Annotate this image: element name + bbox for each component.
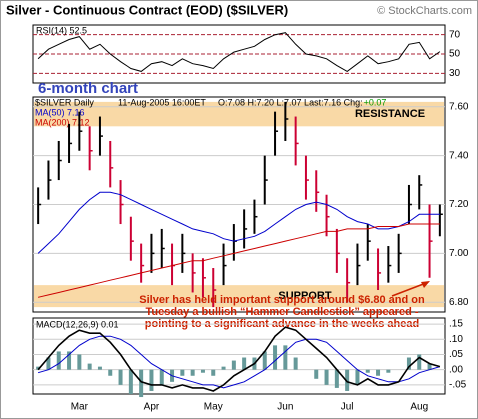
annotation-arrow [391,282,427,297]
moving-average [37,191,440,254]
histogram-bar [36,366,41,370]
histogram-bar [77,354,82,370]
macd-line [37,326,441,392]
chart-title: Silver - Continuous Contract (EOD) ($SIL… [6,2,288,17]
macd-label: MACD(12,26,9) 0.01 [36,319,119,329]
y-tick-label: 7.00 [449,248,469,259]
histogram-bar [417,354,422,370]
histogram-bar [108,369,113,376]
histogram-bar [293,357,298,370]
y-tick-label: -.05 [449,380,467,391]
y-tick-label: .10 [449,334,463,345]
histogram-bar [314,369,319,379]
histogram-bar [180,369,185,376]
rsi-label: RSI(14) 52.5 [36,25,87,35]
histogram-bar [211,369,216,376]
y-tick-label: 6.80 [449,297,469,308]
histogram-bar [406,357,411,370]
x-tick-label: Aug [410,402,428,413]
y-tick-label: 7.60 [449,101,469,112]
rsi-line [37,32,441,72]
histogram-bar [159,369,164,385]
y-tick-label: .05 [449,349,463,360]
histogram-bar [262,351,267,370]
histogram-bar [334,369,339,388]
histogram-bar [149,369,154,391]
subtitle: 6-month chart [38,80,138,97]
histogram-bar [283,345,288,370]
histogram-bar [118,369,123,385]
quote: O:7.08 H:7.20 L:7.07 Last:7.16 Chg: [218,97,363,107]
legend-entry: MA(50) 7.16 [35,107,85,117]
date: 11-Aug-2005 16:00ET [118,97,206,107]
symbol: $SILVER Daily [35,97,94,107]
histogram-bar [355,369,360,385]
histogram-bar [56,351,61,370]
histogram-bar [365,369,370,373]
histogram-bar [427,363,432,370]
histogram-bar [242,357,247,370]
histogram-bar [221,366,226,370]
histogram-bar [376,369,381,376]
band [34,285,444,308]
histogram-bar [345,369,350,391]
histogram-bar [200,369,205,373]
histogram-bar [46,357,51,370]
y-tick-label: 7.20 [449,199,469,210]
y-tick-label: 7.40 [449,150,469,161]
annotation: Tuesday a bullish “Hammer Candlestick” a… [145,306,418,318]
y-tick-label: 70 [449,29,461,40]
histogram-bar [67,351,72,370]
y-tick-label: .15 [449,319,463,330]
band [34,101,444,127]
arrow-head [421,281,430,288]
x-tick-label: Mar [71,402,89,413]
band-label: RESISTANCE [355,108,425,120]
y-tick-label: .00 [449,364,463,375]
histogram-bar [87,363,92,370]
moving-average [37,223,440,298]
histogram-bar [273,345,278,370]
x-tick-label: Jul [341,402,354,413]
signal-line [37,335,441,389]
histogram-bar [324,369,329,385]
x-tick-label: Apr [144,402,160,413]
legend-entry: MA(200) 7.12 [35,117,90,127]
histogram-bar [190,369,195,376]
band-label: SUPPORT [278,290,331,302]
histogram-bar [386,369,391,373]
copyright: © StockCharts.com [377,5,472,17]
histogram-bar [231,360,236,370]
annotation: Silver has held important support around… [139,294,425,306]
y-tick-label: 30 [449,68,461,79]
histogram-bar [139,369,144,398]
macd-panel [32,317,446,395]
y-tick-label: 50 [449,49,461,60]
x-tick-label: May [204,402,223,413]
x-tick-label: Jun [277,402,293,413]
change: +0.07 [364,97,387,107]
histogram-bar [128,369,133,394]
histogram-bar [97,366,102,370]
